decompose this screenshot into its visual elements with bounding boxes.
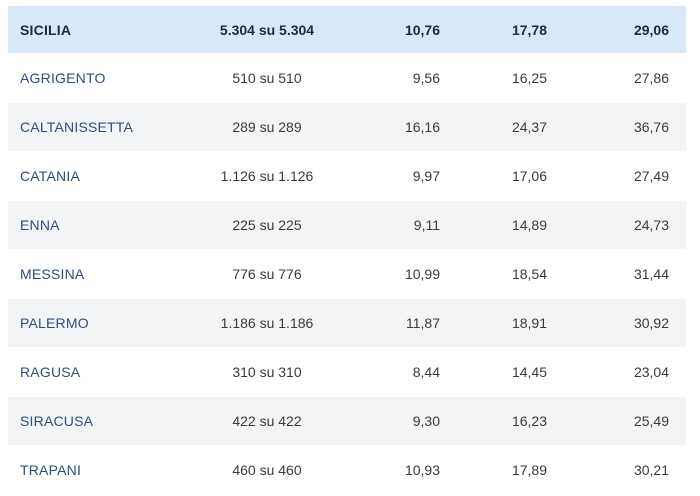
- value-3: 30,21: [633, 462, 669, 478]
- value-2: 14,45: [511, 364, 547, 380]
- value-1: 8,44: [412, 364, 440, 380]
- value-3: 29,06: [633, 21, 669, 38]
- value-1: 16,16: [404, 119, 440, 135]
- province-name: MESSINA: [20, 266, 85, 282]
- value-3: 25,49: [633, 413, 669, 429]
- sections-count: 5.304 su 5.304: [219, 21, 315, 38]
- sections-count: 225 su 225: [232, 217, 302, 233]
- results-table: SICILIA 5.304 su 5.304 10,76 17,78 29,06…: [8, 6, 686, 495]
- value-2: 24,37: [511, 119, 547, 135]
- region-name: SICILIA: [20, 21, 72, 38]
- value-1: 10,99: [404, 266, 440, 282]
- province-rows: AGRIGENTO 510 su 510 9,56 16,25 27,86 CALTANI…: [8, 54, 686, 495]
- table-row: RAGUSA 310 su 310 8,44 14,45 23,04: [8, 348, 686, 397]
- value-2: 17,06: [511, 168, 547, 184]
- value-3: 23,04: [633, 364, 669, 380]
- sections-count: 1.126 su 1.126: [220, 168, 314, 184]
- value-3: 27,49: [633, 168, 669, 184]
- table-row: ENNA 225 su 225 9,11 14,89 24,73: [8, 201, 686, 250]
- province-name: AGRIGENTO: [20, 70, 106, 86]
- value-1: 9,11: [413, 217, 440, 233]
- value-2: 18,91: [511, 315, 547, 331]
- sections-count: 776 su 776: [232, 266, 302, 282]
- value-3: 36,76: [633, 119, 669, 135]
- value-2: 16,23: [511, 413, 547, 429]
- table-row: CALTANISSETTA 289 su 289 16,16 24,37 36,76: [8, 103, 686, 152]
- region-total-row: SICILIA 5.304 su 5.304 10,76 17,78 29,06: [8, 6, 686, 54]
- value-3: 24,73: [633, 217, 669, 233]
- table-row: TRAPANI 460 su 460 10,93 17,89 30,21: [8, 446, 686, 495]
- value-2: 16,25: [511, 70, 547, 86]
- value-3: 27,86: [633, 70, 669, 86]
- province-name: TRAPANI: [20, 462, 82, 478]
- province-name: SIRACUSA: [20, 413, 94, 429]
- province-name: CALTANISSETTA: [20, 119, 134, 135]
- value-1: 11,87: [406, 315, 440, 331]
- table-row: CATANIA 1.126 su 1.126 9,97 17,06 27,49: [8, 152, 686, 201]
- sections-count: 310 su 310: [232, 364, 302, 380]
- value-1: 10,76: [404, 21, 440, 38]
- table-row: PALERMO 1.186 su 1.186 11,87 18,91 30,92: [8, 299, 686, 348]
- value-1: 9,30: [412, 413, 440, 429]
- value-3: 31,44: [633, 266, 669, 282]
- value-2: 17,89: [511, 462, 547, 478]
- table-row: MESSINA 776 su 776 10,99 18,54 31,44: [8, 250, 686, 299]
- sections-count: 510 su 510: [232, 70, 302, 86]
- value-1: 9,56: [412, 70, 440, 86]
- sections-count: 422 su 422: [232, 413, 302, 429]
- value-3: 30,92: [633, 315, 669, 331]
- value-2: 14,89: [511, 217, 547, 233]
- value-2: 18,54: [511, 266, 547, 282]
- province-name: RAGUSA: [20, 364, 81, 380]
- value-1: 9,97: [412, 168, 440, 184]
- sections-count: 460 su 460: [232, 462, 302, 478]
- table-row: SIRACUSA 422 su 422 9,30 16,23 25,49: [8, 397, 686, 446]
- province-name: ENNA: [20, 217, 60, 233]
- province-name: PALERMO: [20, 315, 89, 331]
- sections-count: 1.186 su 1.186: [220, 315, 314, 331]
- table-row: AGRIGENTO 510 su 510 9,56 16,25 27,86: [8, 54, 686, 103]
- province-name: CATANIA: [20, 168, 80, 184]
- value-2: 17,78: [511, 21, 547, 38]
- value-1: 10,93: [404, 462, 440, 478]
- sections-count: 289 su 289: [232, 119, 302, 135]
